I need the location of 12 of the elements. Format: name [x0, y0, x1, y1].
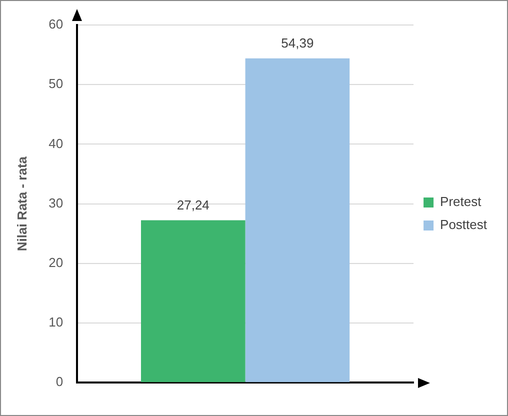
y-tick-label: 50	[48, 76, 64, 92]
y-tick-label: 30	[48, 195, 64, 210]
y-axis-title: Nilai Rata - rata	[14, 156, 30, 252]
y-tick-label: 10	[48, 314, 64, 330]
y-tick-label: 40	[48, 136, 64, 151]
legend-label: Pretest	[440, 194, 482, 210]
legend-label: Posttest	[440, 217, 488, 232]
data-label: 54,39	[281, 36, 314, 51]
y-tick-label: 20	[48, 254, 64, 270]
data-label: 27,24	[176, 197, 210, 212]
y-tick-label: 0	[56, 374, 64, 390]
y-tick-label: 60	[48, 16, 64, 32]
